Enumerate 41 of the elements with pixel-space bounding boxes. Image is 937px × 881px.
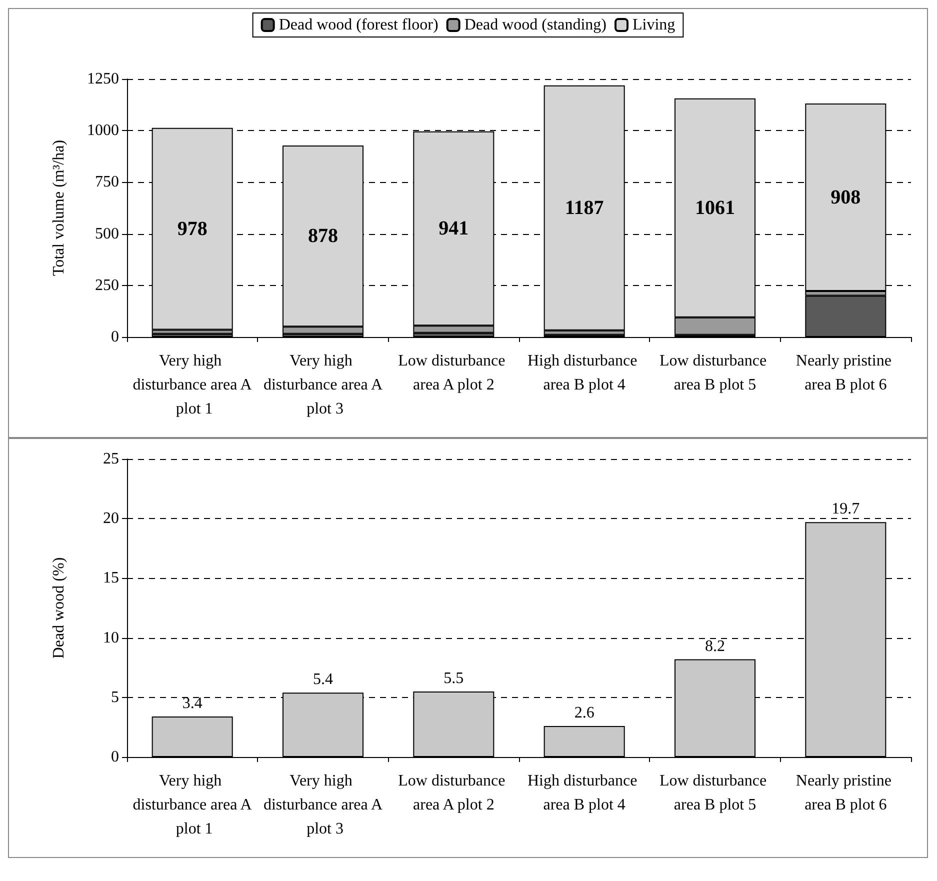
data-label: 3.4 — [182, 694, 202, 712]
x-tick-label: Low disturbance area B plot 5 — [659, 352, 771, 394]
y-tick-label: 20 — [103, 510, 119, 528]
legend-label: Dead wood (standing) — [464, 16, 607, 34]
x-tick-label: Very high disturbance area A plot 3 — [263, 772, 383, 838]
y-axis-title: Dead wood (%) — [50, 557, 68, 659]
data-label: 2.6 — [574, 704, 594, 722]
data-label: 978 — [177, 218, 208, 240]
data-label: 941 — [438, 218, 469, 240]
x-tick-label: Very high disturbance area A plot 3 — [263, 352, 383, 418]
data-label: 5.5 — [444, 670, 464, 687]
y-tick-label: 500 — [95, 225, 119, 242]
x-tick-label: Low disturbance area A plot 2 — [398, 352, 510, 394]
data-label: 19.7 — [832, 500, 860, 518]
y-axis-title: Total volume (m³/ha) — [50, 140, 68, 276]
y-tick-label: 10 — [103, 629, 119, 646]
y-tick-label: 250 — [95, 276, 119, 294]
y-tick-label: 750 — [95, 174, 119, 191]
data-label: 1061 — [695, 196, 735, 219]
y-tick-label: 1000 — [87, 122, 119, 140]
y-tick-label: 0 — [111, 328, 119, 346]
x-tick-label: Low disturbance area A plot 2 — [398, 772, 510, 814]
x-tick-label: Very high disturbance area A plot 1 — [132, 352, 252, 418]
y-tick-label: 1250 — [87, 70, 119, 88]
legend-label: Living — [632, 16, 676, 34]
y-tick-label: 25 — [103, 450, 119, 468]
y-tick-label: 0 — [111, 748, 119, 766]
x-tick-label: Nearly pristine area B plot 6 — [796, 352, 896, 394]
legend-label: Dead wood (forest floor) — [278, 16, 438, 34]
x-tick-label: Very high disturbance area A plot 1 — [132, 772, 252, 838]
data-label: 878 — [308, 225, 338, 248]
data-label: 1187 — [564, 196, 604, 219]
y-tick-label: 15 — [103, 570, 119, 587]
x-tick-label: High disturbance area B plot 4 — [527, 352, 642, 394]
x-tick-label: Nearly pristine area B plot 6 — [796, 772, 896, 814]
data-label: 8.2 — [705, 638, 725, 655]
x-tick-label: High disturbance area B plot 4 — [527, 772, 642, 814]
y-tick-label: 5 — [111, 688, 119, 706]
data-label: 908 — [830, 186, 861, 208]
data-label: 5.4 — [313, 671, 333, 688]
x-tick-label: Low disturbance area B plot 5 — [659, 772, 771, 814]
